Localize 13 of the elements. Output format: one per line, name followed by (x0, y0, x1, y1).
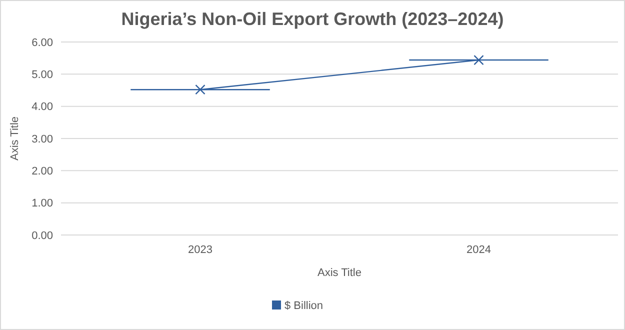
x-tick-label: 2024 (466, 244, 491, 256)
y-tick-label: 2.00 (32, 166, 53, 178)
y-axis-title: Axis Title (9, 116, 21, 161)
y-tick-label: 3.00 (32, 133, 53, 146)
x-tick-label: 2023 (188, 244, 212, 256)
y-tick-label: 5.00 (32, 69, 53, 82)
chart-title: Nigeria’s Non-Oil Export Growth (2023–2024) (121, 9, 504, 29)
legend-label: $ Billion (284, 300, 324, 312)
y-tick-label: 1.00 (32, 198, 53, 210)
y-tick-label: 0.00 (32, 230, 53, 242)
y-tick-label: 4.00 (32, 101, 53, 114)
y-tick-label: 6.00 (32, 36, 53, 49)
x-axis-title: Axis Title (317, 267, 362, 279)
